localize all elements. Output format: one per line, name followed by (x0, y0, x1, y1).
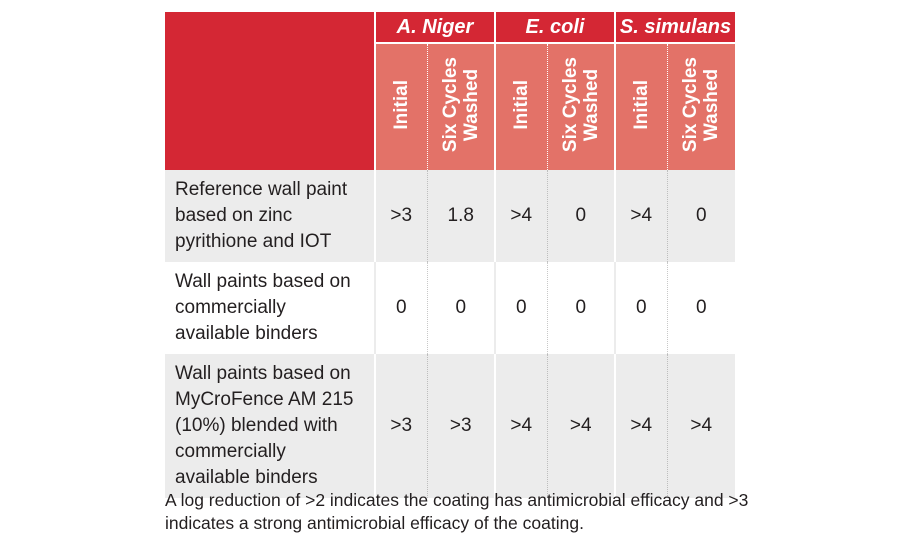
table-cell: >3 (426, 354, 495, 498)
table-footnote: A log reduction of >2 indicates the coat… (165, 490, 749, 533)
table-cell: >4 (666, 354, 735, 498)
subheader-initial: Initial (494, 42, 547, 170)
subheader-row: Initial Six Cycles Washed Initial Six Cyc… (165, 42, 735, 170)
table-row: Reference wall paint based on zinc pyrit… (165, 170, 735, 262)
antimicrobial-results-table: A. Niger E. coli S. simulans Initial Six… (165, 12, 735, 498)
table-cell: >4 (614, 354, 667, 498)
subheader-label: Six Cycles Washed (680, 56, 723, 153)
table-cell: >4 (546, 354, 615, 498)
subheader-initial: Initial (374, 42, 427, 170)
table-cell: >4 (494, 354, 547, 498)
subheader-six-cycles-washed: Six Cycles Washed (666, 42, 735, 170)
table-cell: 0 (374, 262, 427, 354)
organism-header-s-simulans: S. simulans (614, 12, 735, 43)
subheader-label: Initial (390, 79, 412, 130)
table-cell: >4 (494, 170, 547, 262)
table-cell: >3 (374, 170, 427, 262)
table-row: Wall paints based on MyCroFence AM 215 (… (165, 354, 735, 498)
table-cell: 0 (426, 262, 495, 354)
subheader-label: Six Cycles Washed (559, 56, 602, 153)
row-label: Reference wall paint based on zinc pyrit… (165, 170, 375, 262)
table-cell: 0 (546, 262, 615, 354)
organism-header-e-coli: E. coli (494, 12, 615, 43)
table-cell: 1.8 (426, 170, 495, 262)
table-row: Wall paints based on commercially availa… (165, 262, 735, 354)
organism-header-a-niger: A. Niger (374, 12, 495, 43)
table-cell: >4 (614, 170, 667, 262)
subheader-initial: Initial (614, 42, 667, 170)
subheader-label: Initial (510, 79, 532, 130)
subheader-label: Initial (630, 79, 652, 130)
table-cell: 0 (666, 170, 735, 262)
table-cell: 0 (546, 170, 615, 262)
table-cell: 0 (666, 262, 735, 354)
table-cell: 0 (614, 262, 667, 354)
organism-header-row: A. Niger E. coli S. simulans (165, 12, 735, 170)
subheader-label: Six Cycles Washed (439, 56, 482, 153)
table-cell: >3 (374, 354, 427, 498)
subheader-six-cycles-washed: Six Cycles Washed (546, 42, 615, 170)
table-cell: 0 (494, 262, 547, 354)
row-label: Wall paints based on MyCroFence AM 215 (… (165, 354, 375, 498)
table-corner-cell (165, 12, 375, 170)
row-label: Wall paints based on commercially availa… (165, 262, 375, 354)
subheader-six-cycles-washed: Six Cycles Washed (426, 42, 495, 170)
